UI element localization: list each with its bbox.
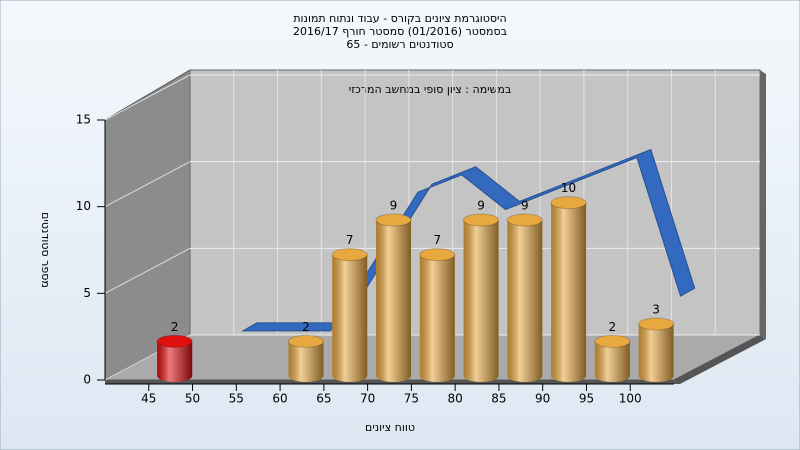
- x-tick-label: 70: [360, 392, 375, 406]
- bar-shade: [638, 324, 674, 382]
- y-tick-label: 5: [83, 286, 91, 300]
- bar-shade: [551, 202, 587, 382]
- x-tick-label: 95: [579, 392, 594, 406]
- bar-top: [506, 213, 543, 227]
- x-tick-label: 80: [448, 392, 463, 406]
- title-line: סטודנטים רשומים - 65: [346, 38, 453, 51]
- y-tick-label: 15: [76, 113, 91, 127]
- bar-shade: [419, 254, 455, 382]
- bar-shade: [288, 341, 324, 382]
- x-tick-label: 85: [491, 392, 506, 406]
- data-label: 9: [521, 199, 529, 213]
- bar: [550, 196, 587, 382]
- grid-line: [104, 161, 191, 208]
- bar: [506, 213, 543, 382]
- plot: 0 5 10 15 45 50 55 60 65 70 75 80 85 90 95 100 2 2 7 9 7 9 9 10…: [76, 70, 760, 406]
- bar-shade: [507, 220, 543, 382]
- bar: [594, 334, 631, 382]
- subtitle: במשימה : ציון סופי במחשב המרכזי: [349, 83, 512, 96]
- bar: [375, 213, 412, 382]
- wall-edge: [760, 70, 766, 339]
- data-label: 10: [561, 181, 576, 195]
- x-tick-label: 65: [316, 392, 331, 406]
- x-tick-label: 55: [229, 392, 244, 406]
- x-axis-label: טווח ציונים: [365, 421, 415, 434]
- bar-shade: [375, 220, 412, 382]
- data-label: 7: [346, 233, 354, 247]
- bar-top: [463, 213, 500, 227]
- x-tick-label: 75: [404, 392, 419, 406]
- bar: [156, 334, 193, 382]
- data-label: 9: [390, 199, 398, 213]
- y-tick-label: 10: [76, 199, 91, 213]
- bar-top: [331, 248, 368, 262]
- bar-top: [287, 334, 324, 348]
- bar-top: [550, 196, 587, 210]
- y-tick-label: 0: [83, 373, 91, 387]
- bar-top: [594, 334, 631, 348]
- bar: [331, 248, 368, 382]
- data-label: 2: [302, 320, 310, 334]
- x-tick-label: 60: [272, 392, 287, 406]
- bar: [638, 317, 675, 382]
- x-tick-label: 90: [535, 392, 550, 406]
- bar-top: [419, 248, 456, 262]
- grid-line: [104, 74, 191, 121]
- x-tick-label: 100: [619, 392, 642, 406]
- title-line: בסמסטר (01/2016) סמסטר חורף 2016/17: [293, 25, 507, 38]
- data-label: 2: [609, 320, 617, 334]
- data-label: 2: [171, 320, 179, 334]
- y-axis-label: מספר סטודנטים: [39, 212, 52, 288]
- bar-top: [375, 213, 412, 227]
- bar-top: [156, 334, 193, 348]
- bar: [419, 248, 456, 382]
- data-label: 9: [477, 199, 485, 213]
- bar: [463, 213, 500, 382]
- data-label: 3: [652, 303, 660, 317]
- bar: [287, 334, 324, 382]
- bar-shade: [463, 220, 499, 382]
- bar-top: [638, 317, 675, 331]
- title-line: היסטוגרמת ציונים בקורס - עבוד ונתוח תמונ…: [293, 12, 506, 25]
- x-tick-label: 50: [185, 392, 200, 406]
- bar-shade: [594, 341, 630, 382]
- x-tick-label: 45: [141, 392, 156, 406]
- data-label: 7: [433, 233, 441, 247]
- bar-shade: [332, 254, 368, 382]
- grid-line: [104, 247, 191, 294]
- bar-shade: [157, 341, 193, 382]
